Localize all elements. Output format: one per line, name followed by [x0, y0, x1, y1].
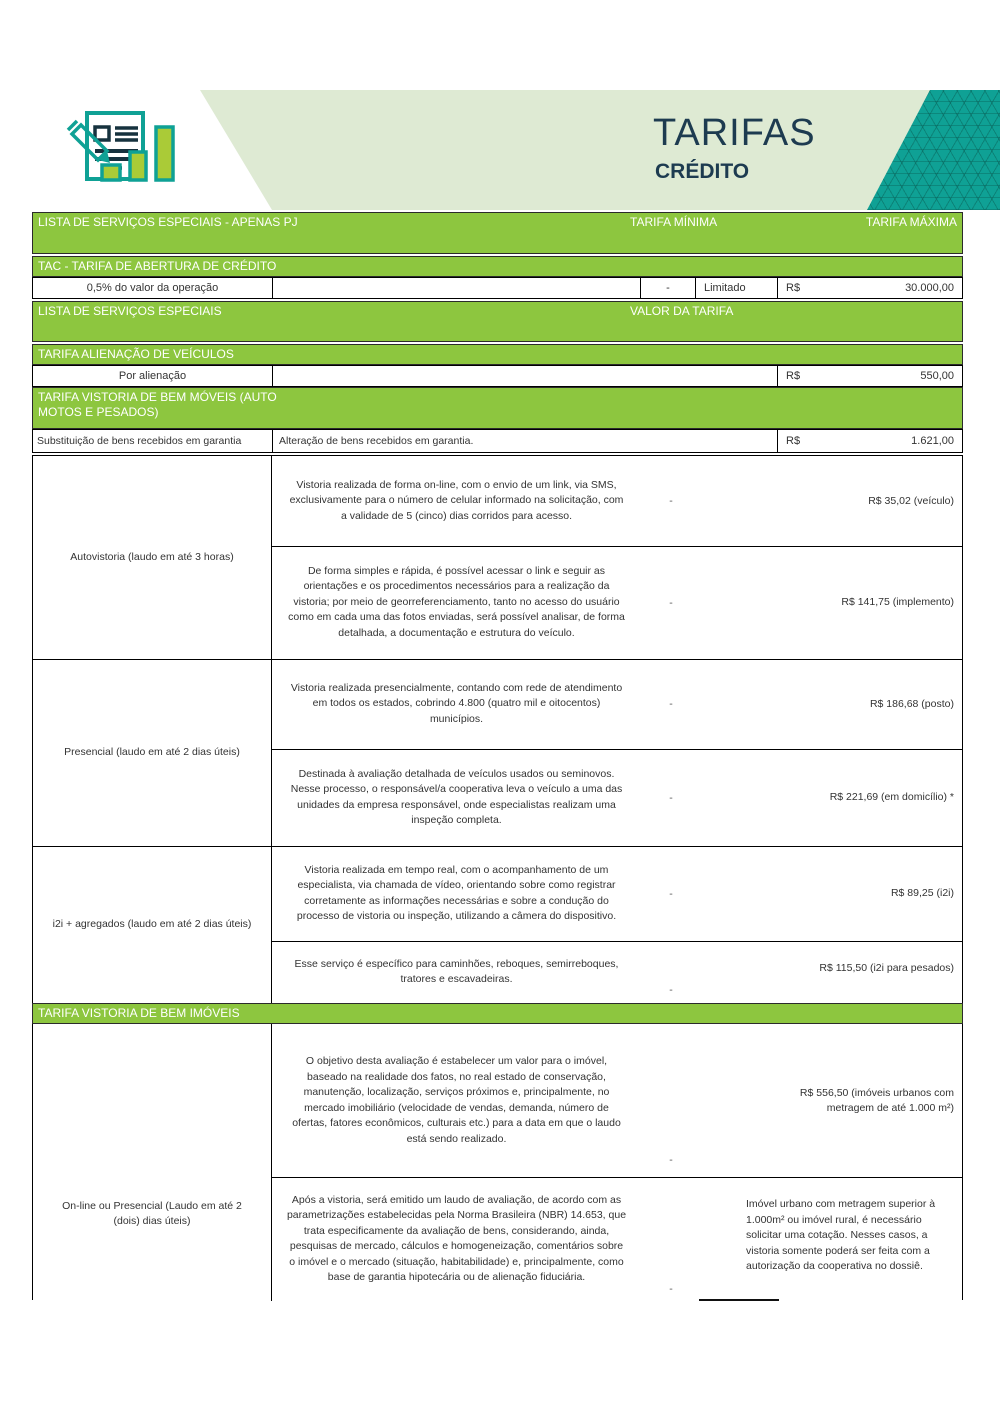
tac-max-value: 30.000,00: [905, 282, 954, 294]
bem-imoveis-section-title: TARIFA VISTORIA DE BEM IMÓVEIS: [38, 1006, 240, 1020]
bem-moveis-title-line2: MOTOS E PESADOS): [38, 405, 159, 419]
header-light-band: [200, 90, 1000, 210]
services-header-bar: LISTA DE SERVIÇOS ESPECIAIS VALOR DA TAR…: [32, 301, 963, 342]
min-dash: -: [669, 791, 673, 804]
min-dash: -: [669, 984, 673, 996]
service-description: De forma simples e rápida, é possível ac…: [288, 564, 625, 639]
tarifa-minima-header: TARIFA MÍNIMA: [630, 215, 718, 229]
alienacao-row: Por alienação R$ 550,00: [32, 365, 963, 387]
min-dash: -: [669, 1283, 673, 1295]
bem-imoveis-section-bar: TARIFA VISTORIA DE BEM IMÓVEIS: [32, 1003, 963, 1024]
tac-min-dash: -: [641, 278, 696, 298]
service-value: R$ 115,50 (i2i para pesados): [819, 962, 954, 974]
document-pencil-chart-icon: [66, 111, 175, 182]
column-divider: [271, 456, 272, 1301]
tac-max-cell: R$ 30.000,00: [778, 278, 962, 298]
i2i-label: i2i + agregados (laudo em até 2 dias úte…: [52, 918, 252, 930]
substituicao-label: Substituição de bens recebidos em garant…: [33, 430, 273, 452]
service-value: R$ 221,69 (em domicílio) *: [829, 791, 954, 803]
substituicao-value-cell: R$ 1.621,00: [778, 430, 962, 452]
tac-section-title: TAC - TARIFA DE ABERTURA DE CRÉDITO: [38, 259, 277, 273]
pj-services-header-bar: LISTA DE SERVIÇOS ESPECIAIS - APENAS PJ …: [32, 212, 963, 254]
bottom-underline: [699, 1299, 779, 1301]
substituicao-value: 1.621,00: [911, 435, 954, 447]
substituicao-desc: Alteração de bens recebidos em garantia.: [273, 430, 778, 452]
currency-label: R$: [786, 370, 801, 382]
services-list-label: LISTA DE SERVIÇOS ESPECIAIS: [38, 304, 222, 318]
currency-label: R$: [786, 435, 801, 447]
tac-limited-label: Limitado: [696, 278, 778, 298]
service-description: Vistoria realizada de forma on-line, com…: [289, 478, 624, 522]
service-description: O objetivo desta avaliação é estabelecer…: [292, 1055, 621, 1145]
pj-services-label: LISTA DE SERVIÇOS ESPECIAIS - APENAS PJ: [38, 215, 298, 229]
row-divider: [271, 546, 962, 547]
alienacao-value: 550,00: [920, 370, 954, 382]
alienacao-label: Por alienação: [33, 366, 273, 386]
online-presencial-label: On-line ou Presencial (Laudo em até 2 (d…: [62, 1200, 242, 1227]
tac-empty-cell: [273, 278, 641, 298]
tarifa-maxima-header: TARIFA MÁXIMA: [865, 215, 957, 229]
vistoria-table: Autovistoria (laudo em até 3 horas) Pres…: [32, 455, 963, 1301]
alienacao-value-cell: R$ 550,00: [778, 366, 962, 386]
bem-moveis-section-bar: TARIFA VISTORIA DE BEM MÓVEIS (AUTO MOTO…: [32, 387, 963, 429]
presencial-label: Presencial (laudo em até 2 dias úteis): [64, 746, 240, 758]
service-description: Vistoria realizada presencialmente, cont…: [290, 681, 623, 725]
alienacao-section-bar: TARIFA ALIENAÇÃO DE VEÍCULOS: [32, 344, 963, 365]
row-divider: [271, 941, 962, 942]
service-description: Vistoria realizada em tempo real, com o …: [296, 863, 617, 923]
alienacao-empty-cell: [273, 366, 778, 386]
alienacao-section-title: TARIFA ALIENAÇÃO DE VEÍCULOS: [38, 347, 234, 361]
page-title: TARIFAS: [653, 112, 816, 154]
tac-row: 0,5% do valor da operação - Limitado R$ …: [32, 277, 963, 299]
service-note: Imóvel urbano com metragem superior à 1.…: [746, 1198, 936, 1273]
tac-section-bar: TAC - TARIFA DE ABERTURA DE CRÉDITO: [32, 256, 963, 277]
page-subtitle: CRÉDITO: [655, 160, 750, 183]
row-divider: [271, 749, 962, 750]
bem-moveis-section-title: TARIFA VISTORIA DE BEM MÓVEIS (AUTO MOTO…: [38, 390, 277, 420]
service-value: R$ 141,75 (implemento): [841, 596, 954, 608]
autovistoria-label: Autovistoria (laudo em até 3 horas): [70, 551, 234, 563]
min-dash: -: [669, 887, 673, 900]
service-description: Após a vistoria, será emitido um laudo d…: [286, 1193, 627, 1284]
section-divider: [33, 846, 962, 847]
service-description: Destinada à avaliação detalhada de veícu…: [290, 767, 623, 827]
service-value: R$ 556,50 (imóveis urbanos com metragem …: [799, 1086, 954, 1114]
service-value: R$ 35,02 (veículo): [868, 494, 954, 507]
service-description: Esse serviço é específico para caminhões…: [294, 957, 619, 986]
substituicao-row: Substituição de bens recebidos em garant…: [32, 429, 963, 453]
min-dash: -: [669, 698, 673, 710]
tac-label: 0,5% do valor da operação: [33, 278, 273, 298]
valor-da-tarifa-header: VALOR DA TARIFA: [630, 304, 734, 318]
service-value: R$ 89,25 (i2i): [890, 887, 954, 899]
row-divider: [271, 1177, 962, 1178]
section-divider: [33, 659, 962, 660]
min-dash: -: [669, 1154, 673, 1166]
min-dash: -: [669, 495, 673, 507]
service-value: R$ 186,68 (posto): [869, 697, 954, 710]
currency-label: R$: [786, 282, 801, 294]
min-dash: -: [669, 596, 673, 609]
bem-moveis-title-line1: TARIFA VISTORIA DE BEM MÓVEIS (AUTO: [38, 390, 277, 404]
